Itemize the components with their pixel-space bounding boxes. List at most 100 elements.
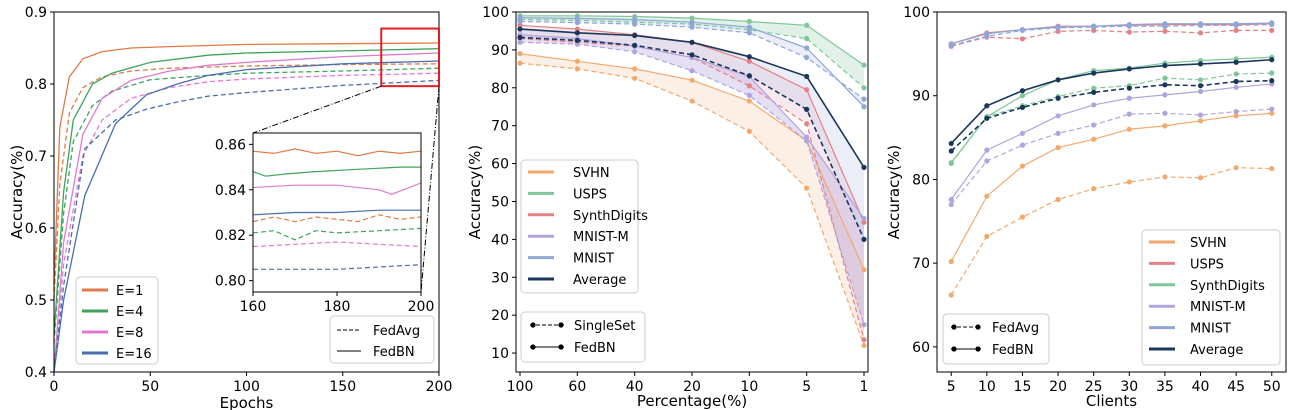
point-MNIST-FedAvg	[948, 42, 954, 49]
legend-label: SynthDigits	[573, 209, 648, 224]
point-SVHN-FedBN	[1269, 110, 1275, 116]
point-SynthDigits-SingleSet	[861, 337, 867, 343]
x-tick-label: 15	[1014, 379, 1032, 395]
point-SynthDigits-FedBN	[804, 87, 810, 93]
point-MNIST-M-FedAvg	[1019, 142, 1026, 148]
point-MNIST-FedBN	[632, 16, 638, 23]
point-MNIST-M-FedBN	[1055, 113, 1061, 119]
point-USPS-SingleSet	[861, 85, 867, 91]
point-SynthDigits-FedBN	[1019, 93, 1026, 99]
legend-label: E=4	[116, 305, 143, 320]
legend-settings: E=1 E=4 E=8 E=16	[75, 276, 159, 365]
y-tick-label: 80	[912, 172, 930, 188]
point-Average-FedAvg	[1091, 89, 1097, 95]
point-USPS-FedBN	[861, 62, 867, 68]
point-Average-SingleSet	[746, 73, 752, 79]
point-Average-SingleSet	[517, 34, 523, 40]
x-tick-label: 35	[1156, 379, 1174, 395]
inset-line-E=4-FedAvg	[252, 227, 422, 241]
point-SVHN-SingleSet	[517, 60, 523, 66]
point-SynthDigits-FedBN	[574, 26, 580, 32]
legend-swatch-SingleSet-marker-b	[558, 322, 564, 328]
series-line-MNIST-M-FedAvg	[950, 108, 1272, 205]
point-USPS-FedAvg	[1162, 28, 1168, 34]
band-SVHN	[520, 53, 864, 346]
series-line-Average-FedBN	[950, 58, 1272, 144]
point-SVHN-FedAvg	[1197, 175, 1204, 181]
inset-y-tick-label: 0.82	[215, 228, 246, 244]
inset-x-tick-label: 160	[240, 299, 267, 315]
point-Average-FedAvg	[1126, 85, 1132, 91]
y-axis-label: Accuracy(%)	[8, 145, 26, 239]
series-line-E=4-FedAvg	[53, 67, 440, 344]
y-tick-label: 0.5	[25, 293, 47, 309]
series-line-MNIST-FedAvg	[951, 24, 1272, 47]
y-tick-label: 10	[491, 346, 509, 362]
y-tick-label: 0.9	[25, 5, 47, 21]
y-axis-label: Accuracy(%)	[466, 145, 484, 239]
point-SVHN-FedAvg	[984, 233, 990, 239]
point-MNIST-SingleSet	[574, 20, 580, 26]
point-Average-SingleSet	[861, 236, 867, 242]
point-MNIST-M-FedBN	[948, 196, 954, 203]
point-Average-FedBN	[1233, 59, 1239, 65]
point-SVHN-FedBN	[1019, 163, 1026, 169]
zoom-connector-left	[252, 85, 382, 134]
point-USPS-FedBN	[804, 22, 810, 28]
inset-line-E=8-FedBN	[252, 182, 422, 195]
point-Average-SingleSet	[632, 42, 638, 48]
x-tick-label: 20	[1049, 379, 1067, 395]
point-Average-FedBN	[1269, 57, 1275, 63]
point-MNIST-FedAvg	[1019, 27, 1026, 34]
legend-label: Average	[573, 273, 626, 288]
point-SVHN-SingleSet	[861, 342, 867, 349]
point-MNIST-M-FedBN	[1197, 88, 1204, 95]
point-MNIST-M-SingleSet	[804, 138, 810, 144]
legend-label: E=1	[116, 284, 143, 299]
point-Average-FedBN	[1055, 77, 1061, 83]
y-tick-label: 90	[912, 89, 930, 105]
x-tick-label: 60	[568, 379, 586, 395]
legend-label: MNIST-M	[573, 230, 629, 245]
legend-label: SingleSet	[574, 319, 635, 334]
point-Average-FedBN	[574, 30, 580, 36]
legend-label: Average	[1190, 343, 1243, 358]
point-Average-FedAvg	[1269, 78, 1275, 84]
x-tick-label: 100	[233, 379, 260, 395]
point-MNIST-FedBN	[517, 15, 523, 21]
point-Average-FedBN	[517, 26, 523, 32]
point-SVHN-FedBN	[632, 66, 638, 72]
series-line-E=1-FedBN	[53, 42, 440, 286]
inset-line-E=16-FedAvg	[253, 264, 422, 270]
chart-epochs: 0.4 0.5 0.6 0.7 0.8 0.9 0 50 100 150 200 Epochs Accu…	[8, 5, 452, 410]
chart-clients: 60 70 80 90 100 5 10 15 20 25 30 35 40 45 50 Clients Acc…	[885, 5, 1287, 410]
point-MNIST-M-SingleSet	[746, 92, 752, 98]
point-Average-FedBN	[1019, 88, 1026, 94]
point-SVHN-FedBN	[1162, 123, 1168, 129]
x-tick-label: 50	[1263, 379, 1281, 395]
point-SVHN-FedAvg	[1126, 179, 1132, 185]
point-SVHN-FedAvg	[1019, 214, 1026, 220]
legend-label: FedBN	[373, 345, 415, 360]
x-axis-label: Epochs	[220, 394, 274, 410]
inset-line-E=4-FedBN	[252, 166, 421, 177]
y-tick-label: 70	[491, 119, 509, 135]
point-SVHN-FedBN	[746, 98, 752, 104]
point-MNIST-FedBN	[804, 45, 810, 51]
point-Average-FedBN	[1197, 61, 1204, 67]
x-tick-label: 150	[329, 379, 356, 395]
zoom-connector-right	[420, 86, 440, 293]
point-MNIST-FedBN	[746, 24, 752, 30]
point-SVHN-FedAvg	[1091, 186, 1097, 192]
point-SVHN-SingleSet	[804, 185, 810, 191]
y-tick-label: 50	[491, 194, 509, 210]
point-Average-FedBN	[984, 103, 990, 109]
point-SVHN-FedBN	[1233, 113, 1239, 119]
x-tick-label: 100	[507, 379, 534, 395]
point-Average-FedBN	[1091, 70, 1097, 76]
legend-label: SynthDigits	[1190, 279, 1265, 294]
y-tick-label: 100	[482, 5, 509, 21]
point-SVHN-FedBN	[1091, 136, 1097, 142]
point-MNIST-M-FedAvg	[1162, 110, 1168, 116]
